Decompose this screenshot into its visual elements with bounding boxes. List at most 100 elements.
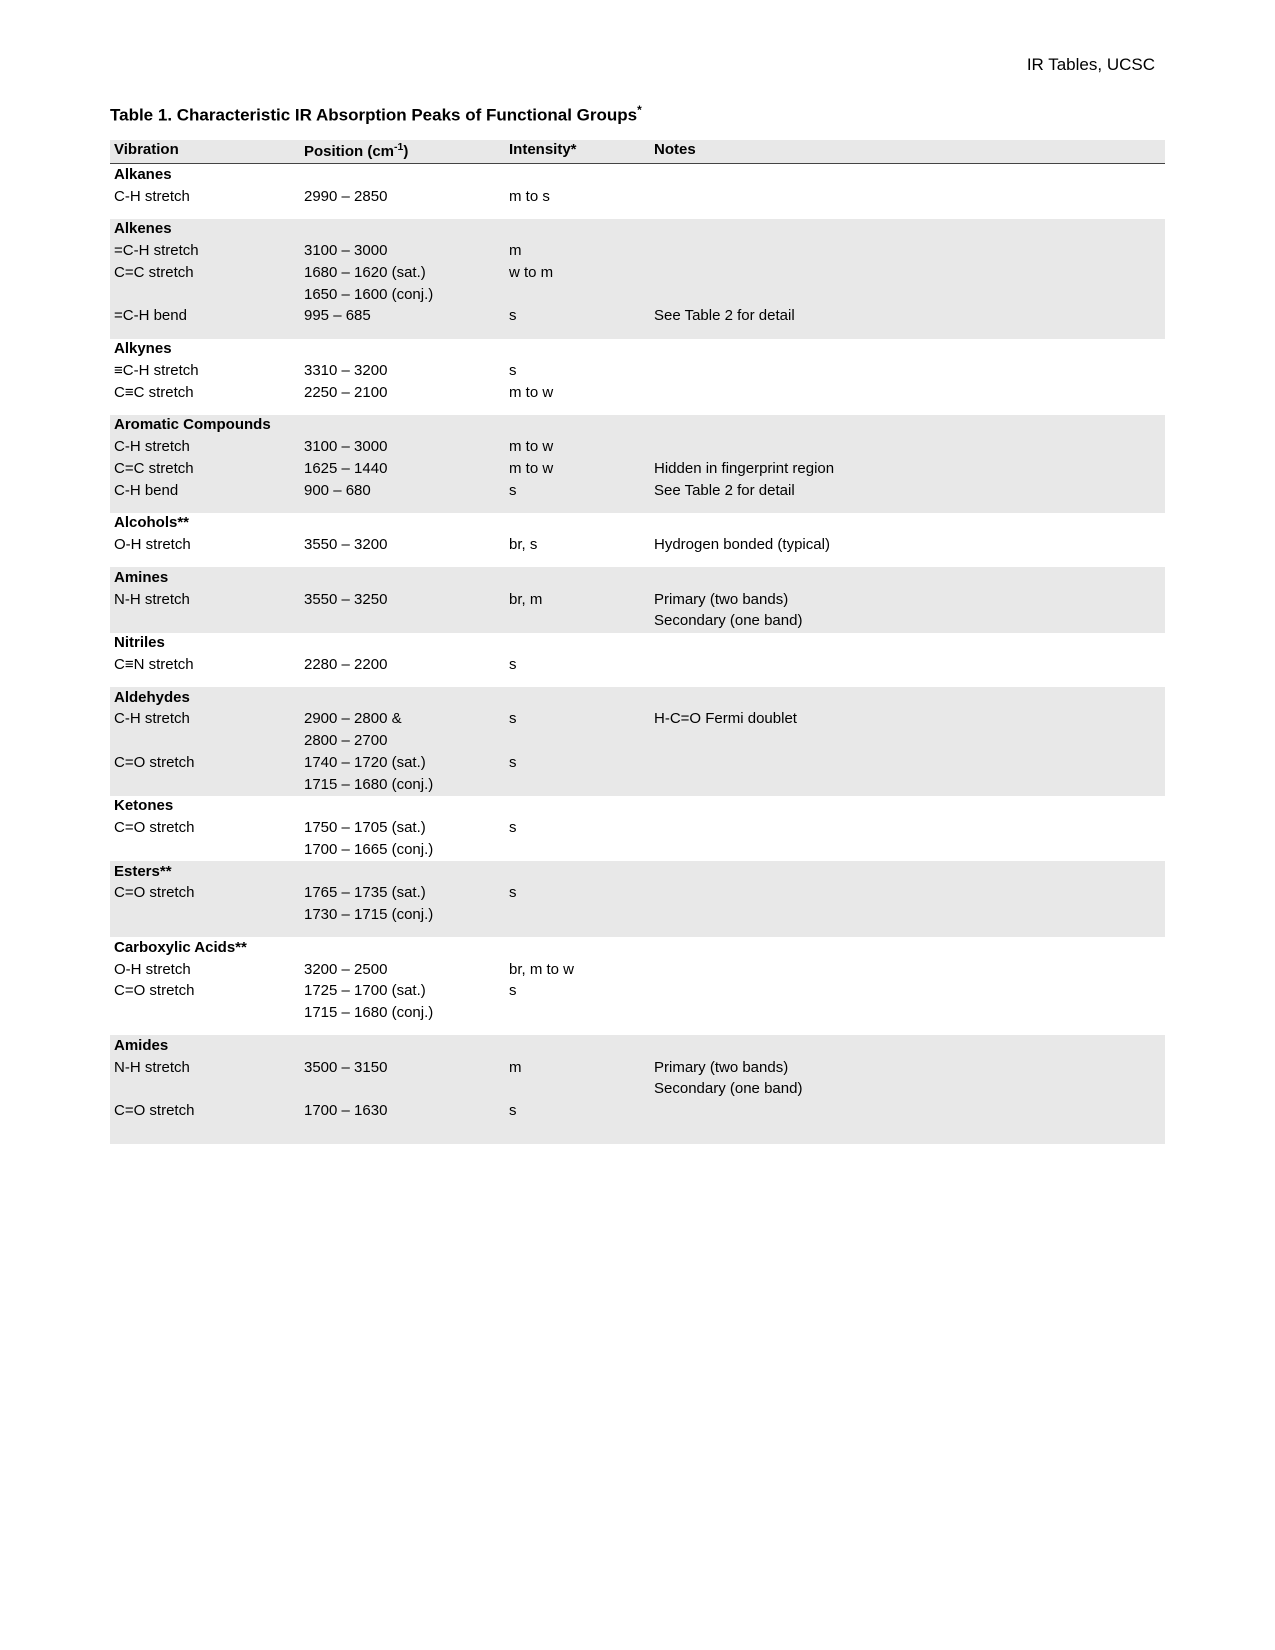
cell-vibration: C-H stretch [110, 709, 300, 731]
spacer [110, 1122, 1165, 1133]
cell-position: 3310 – 3200 [300, 360, 505, 382]
cell-notes [650, 774, 1165, 796]
group-ketones: Ketones [110, 796, 1165, 818]
cell-vibration: C=O stretch [110, 1101, 300, 1123]
cell-notes [650, 1101, 1165, 1123]
group-name: Nitriles [110, 633, 300, 655]
cell-notes: H-C=O Fermi doublet [650, 709, 1165, 731]
cell-intensity: m to w [505, 458, 650, 480]
col-position-prefix: Position (cm [304, 143, 394, 160]
table-row: C-H stretch 3100 – 3000 m to w [110, 437, 1165, 459]
table-row: 1715 – 1680 (conj.) [110, 774, 1165, 796]
cell-vibration [110, 1003, 300, 1025]
group-name: Amines [110, 567, 300, 589]
table-row: C=C stretch 1680 – 1620 (sat.) w to m [110, 262, 1165, 284]
table-row: O-H stretch 3200 – 2500 br, m to w [110, 959, 1165, 981]
cell-intensity [505, 905, 650, 927]
cell-intensity: s [505, 818, 650, 840]
header-right: IR Tables, UCSC [110, 55, 1165, 75]
cell-vibration: O-H stretch [110, 959, 300, 981]
cell-intensity: s [505, 1101, 650, 1123]
cell-intensity: m [505, 1057, 650, 1079]
cell-position: 1740 – 1720 (sat.) [300, 752, 505, 774]
cell-intensity [505, 774, 650, 796]
cell-notes [650, 981, 1165, 1003]
cell-vibration: N-H stretch [110, 589, 300, 611]
cell-position: 1650 – 1600 (conj.) [300, 284, 505, 306]
spacer [110, 1133, 1165, 1144]
cell-intensity: br, m [505, 589, 650, 611]
group-name: Aldehydes [110, 687, 300, 709]
cell-position: 2990 – 2850 [300, 186, 505, 208]
table-row: 2800 – 2700 [110, 731, 1165, 753]
cell-position: 3550 – 3200 [300, 535, 505, 557]
table-row: 1650 – 1600 (conj.) [110, 284, 1165, 306]
cell-notes [650, 262, 1165, 284]
cell-intensity [505, 1079, 650, 1101]
cell-position: 1715 – 1680 (conj.) [300, 1003, 505, 1025]
cell-vibration: C-H stretch [110, 437, 300, 459]
cell-intensity: s [505, 883, 650, 905]
cell-vibration: C≡C stretch [110, 382, 300, 404]
spacer [110, 404, 1165, 415]
cell-intensity [505, 839, 650, 861]
cell-notes: Hydrogen bonded (typical) [650, 535, 1165, 557]
table-row: O-H stretch 3550 – 3200 br, s Hydrogen b… [110, 535, 1165, 557]
cell-position: 3200 – 2500 [300, 959, 505, 981]
group-name: Alkanes [110, 164, 300, 186]
group-name: Alcohols** [110, 513, 300, 535]
group-esters: Esters** [110, 861, 1165, 883]
cell-intensity: m to s [505, 186, 650, 208]
cell-notes [650, 1003, 1165, 1025]
table-row: Secondary (one band) [110, 1079, 1165, 1101]
col-notes: Notes [650, 140, 1165, 164]
cell-vibration: =C-H bend [110, 306, 300, 328]
col-position: Position (cm-1) [300, 140, 505, 164]
table-row: C=O stretch 1700 – 1630 s [110, 1101, 1165, 1123]
table-row: C=O stretch 1740 – 1720 (sat.) s [110, 752, 1165, 774]
group-name: Esters** [110, 861, 300, 883]
spacer [110, 328, 1165, 339]
group-name: Alkynes [110, 339, 300, 361]
title-text: Table 1. Characteristic IR Absorption Pe… [110, 106, 637, 125]
cell-position: 2280 – 2200 [300, 654, 505, 676]
spacer [110, 556, 1165, 567]
group-nitriles: Nitriles [110, 633, 1165, 655]
page: IR Tables, UCSC Table 1. Characteristic … [0, 0, 1275, 1650]
cell-intensity [505, 1003, 650, 1025]
cell-vibration: C=O stretch [110, 883, 300, 905]
cell-intensity: w to m [505, 262, 650, 284]
cell-notes: Secondary (one band) [650, 1079, 1165, 1101]
cell-intensity [505, 731, 650, 753]
cell-vibration: C=O stretch [110, 818, 300, 840]
cell-position [300, 1079, 505, 1101]
table-row: Secondary (one band) [110, 611, 1165, 633]
cell-intensity: m to w [505, 382, 650, 404]
cell-position: 1625 – 1440 [300, 458, 505, 480]
group-aldehydes: Aldehydes [110, 687, 1165, 709]
table-row: C≡C stretch 2250 – 2100 m to w [110, 382, 1165, 404]
cell-position [300, 611, 505, 633]
cell-notes [650, 959, 1165, 981]
col-position-super: -1 [394, 141, 403, 153]
cell-notes [650, 382, 1165, 404]
cell-intensity: m [505, 241, 650, 263]
cell-notes: Primary (two bands) [650, 1057, 1165, 1079]
spacer [110, 926, 1165, 937]
cell-intensity: br, s [505, 535, 650, 557]
cell-vibration [110, 731, 300, 753]
group-alkanes: Alkanes [110, 164, 1165, 186]
cell-position: 1715 – 1680 (conj.) [300, 774, 505, 796]
cell-notes [650, 818, 1165, 840]
table-row: N-H stretch 3500 – 3150 m Primary (two b… [110, 1057, 1165, 1079]
cell-vibration: C-H stretch [110, 186, 300, 208]
group-amines: Amines [110, 567, 1165, 589]
table-row: C-H bend 900 – 680 s See Table 2 for det… [110, 480, 1165, 502]
table-row: 1730 – 1715 (conj.) [110, 905, 1165, 927]
group-name: Alkenes [110, 219, 300, 241]
group-name: Carboxylic Acids** [110, 937, 300, 959]
table-row: 1700 – 1665 (conj.) [110, 839, 1165, 861]
cell-notes [650, 241, 1165, 263]
table-row: C=C stretch 1625 – 1440 m to w Hidden in… [110, 458, 1165, 480]
cell-intensity [505, 611, 650, 633]
